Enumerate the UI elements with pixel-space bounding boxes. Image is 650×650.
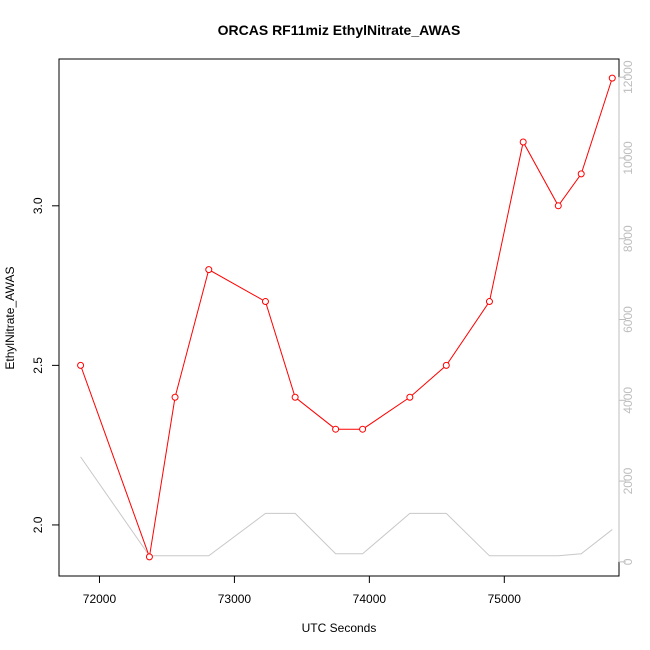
x-tick-label: 75000 — [488, 592, 522, 606]
data-point — [205, 266, 213, 274]
y2-tick-label: 2000 — [621, 467, 635, 494]
x-tick-label: 72000 — [83, 592, 117, 606]
y2-tick-label: 10000 — [621, 141, 635, 175]
data-point — [332, 425, 340, 433]
data-point — [77, 361, 85, 369]
y-axis-left: 2.0 2.5 3.0 — [31, 197, 60, 533]
y2-tick-label: 6000 — [621, 306, 635, 333]
y2-tick-label: 4000 — [621, 387, 635, 414]
data-point — [519, 138, 527, 146]
y2-tick-label: 8000 — [621, 225, 635, 252]
y-axis-right: 0 2000 4000 6000 8000 10000 12000 — [618, 60, 635, 565]
data-point — [171, 393, 179, 401]
y-tick-label: 2.5 — [31, 357, 45, 374]
data-point — [145, 553, 153, 561]
x-axis: 72000 73000 74000 75000 — [83, 575, 522, 606]
plot-frame — [58, 58, 620, 577]
data-point — [261, 298, 269, 306]
y2-tick-label: 0 — [621, 558, 635, 565]
data-point — [485, 298, 493, 306]
data-point — [291, 393, 299, 401]
x-tick-label: 73000 — [218, 592, 252, 606]
data-point — [577, 170, 585, 178]
data-point — [406, 393, 414, 401]
data-point — [442, 361, 450, 369]
x-tick-label: 74000 — [353, 592, 387, 606]
x-axis-label: UTC Seconds — [302, 621, 377, 635]
data-point — [359, 425, 367, 433]
data-point — [608, 74, 616, 82]
y-axis-label: EthylNitrate_AWAS — [3, 266, 17, 369]
series-line-right — [80, 456, 613, 557]
y-tick-label: 2.0 — [31, 516, 45, 533]
series-line-left — [80, 77, 613, 558]
series-layer — [77, 74, 616, 561]
y-tick-label: 3.0 — [31, 197, 45, 214]
chart-title: ORCAS RF11miz EthylNitrate_AWAS — [218, 22, 461, 38]
data-point — [554, 202, 562, 210]
y2-tick-label: 12000 — [621, 60, 635, 94]
